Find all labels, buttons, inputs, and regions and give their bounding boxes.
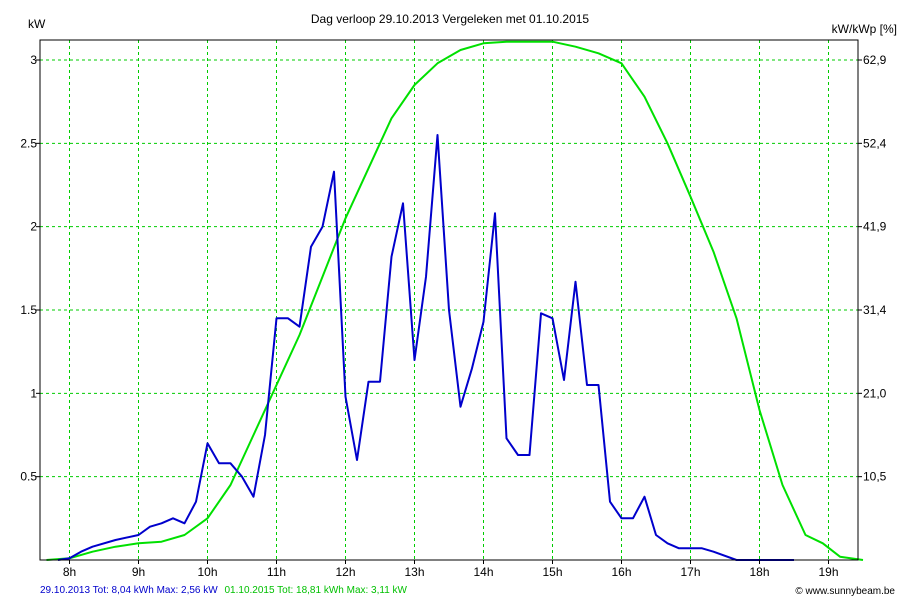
x-tick-label: 15h	[542, 565, 562, 579]
footer-series2: 01.10.2015 Tot: 18,81 kWh Max: 3,11 kW	[224, 585, 407, 596]
x-tick-label: 17h	[680, 565, 700, 579]
x-tick-label: 16h	[611, 565, 631, 579]
y-tick-label-left: 2	[30, 220, 37, 234]
x-tick-label: 8h	[63, 565, 76, 579]
x-tick-label: 9h	[132, 565, 145, 579]
ticks: 8h 9h 10h 11h 12h 13h 14h 15h 16h 17h 18h 19h 0.5 10,…	[20, 53, 886, 579]
x-tick-label: 12h	[335, 565, 355, 579]
footer-legend: 29.10.2013 Tot: 8,04 kWh Max: 2,56 kW 01…	[40, 585, 408, 596]
footer-credit: © www.sunnybeam.be	[795, 586, 895, 597]
y-tick-label-left: 1	[30, 386, 37, 400]
y-tick-label-right: 62,9	[863, 53, 887, 67]
footer-series1: 29.10.2013 Tot: 8,04 kWh Max: 2,56 kW	[40, 585, 218, 596]
y-tick-label-left: 0.5	[20, 470, 37, 484]
x-tick-label: 14h	[473, 565, 493, 579]
series-line-green	[46, 40, 864, 561]
y-tick-label-left: 3	[30, 53, 37, 67]
y-tick-label-left: 2.5	[20, 136, 37, 150]
y-tick-label-left: 1.5	[20, 303, 37, 317]
y-tick-label-right: 10,5	[863, 470, 887, 484]
y-tick-label-right: 31,4	[863, 303, 887, 317]
series-line-blue	[57, 134, 794, 561]
series-layer	[46, 40, 864, 561]
x-tick-label: 11h	[267, 565, 286, 579]
y-tick-label-right: 41,9	[863, 220, 887, 234]
y-axis-right-label: kW/kWp [%]	[832, 22, 897, 36]
x-tick-label: 18h	[749, 565, 769, 579]
x-tick-label: 19h	[818, 565, 838, 579]
plot-frame	[39, 39, 859, 561]
y-axis-left-label: kW	[28, 17, 46, 31]
y-tick-label-right: 21,0	[863, 386, 887, 400]
y-tick-label-right: 52,4	[863, 136, 887, 150]
x-tick-label: 10h	[197, 565, 217, 579]
chart-title: Dag verloop 29.10.2013 Vergeleken met 01…	[311, 12, 590, 26]
x-tick-label: 13h	[404, 565, 424, 579]
